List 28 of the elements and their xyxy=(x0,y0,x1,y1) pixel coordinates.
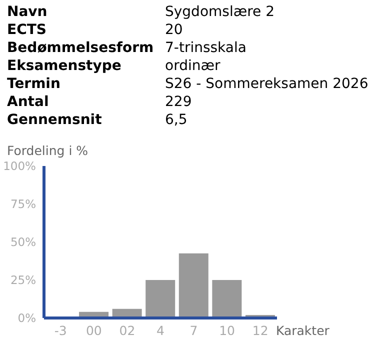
text: Navn xyxy=(7,3,48,21)
text: 7-trinsskala xyxy=(165,39,246,57)
x-tick-label: 10 xyxy=(219,322,236,338)
text: Bedømmelsesform xyxy=(7,39,155,57)
text: Termin xyxy=(7,75,62,93)
y-tick-label: 0% xyxy=(18,311,36,326)
text: 229 xyxy=(165,93,192,111)
y-axis-title: Fordeling i % xyxy=(7,143,88,158)
text: ordinær xyxy=(165,57,220,75)
text: Sygdomslære 2 xyxy=(165,3,274,21)
y-tick-label: 100% xyxy=(3,159,36,174)
x-axis-title: Karakter xyxy=(276,323,330,338)
text: 20 xyxy=(165,21,183,39)
x-tick-label: -3 xyxy=(54,322,67,338)
text: ECTS xyxy=(7,21,48,39)
text: Antal xyxy=(7,93,50,111)
x-tick-label: 00 xyxy=(86,322,102,338)
y-tick-label: 25% xyxy=(10,273,36,288)
x-tick-label: 12 xyxy=(252,322,268,338)
text: 6,5 xyxy=(165,111,188,129)
text: Eksamenstype xyxy=(7,57,122,75)
text: S26 - Sommereksamen 2026 xyxy=(165,75,368,93)
text: Gennemsnit xyxy=(7,111,103,129)
x-tick-label: 4 xyxy=(156,322,165,338)
y-tick-label: 50% xyxy=(10,235,36,250)
y-tick-label: 75% xyxy=(10,197,36,212)
x-tick-label: 02 xyxy=(119,322,136,338)
x-tick-label: 7 xyxy=(190,322,198,338)
